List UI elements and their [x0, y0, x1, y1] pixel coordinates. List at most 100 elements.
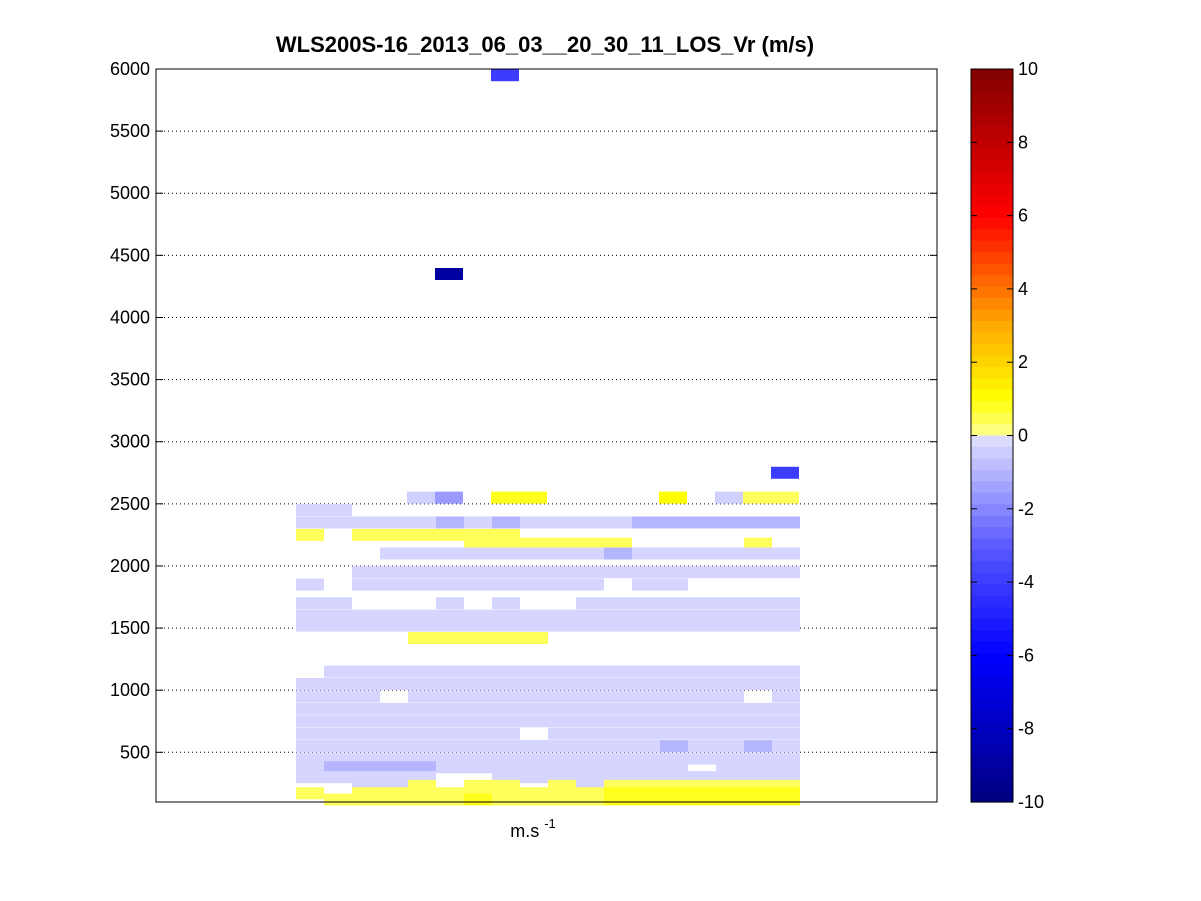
heatmap-cell [632, 665, 660, 678]
colorbar-tick-label: 10 [1018, 59, 1038, 79]
heatmap-cell [688, 609, 716, 622]
heatmap-cell [492, 715, 520, 728]
heatmap-cell [296, 715, 324, 728]
heatmap-cell [688, 516, 716, 529]
heatmap-cell [296, 578, 324, 591]
heatmap-cell [744, 677, 772, 690]
heatmap-cell [548, 761, 576, 774]
colorbar-swatch [971, 733, 1013, 746]
heatmap-cell [352, 677, 380, 690]
heatmap-cell [772, 665, 800, 678]
heatmap-cell [659, 491, 687, 504]
heatmap-cell [492, 619, 520, 632]
heatmap-cell [688, 793, 716, 806]
heatmap-cell [324, 619, 352, 632]
colorbar-swatch [971, 114, 1013, 127]
heatmap-cell [436, 516, 464, 529]
heatmap-cell [772, 619, 800, 632]
heatmap-cell [576, 677, 604, 690]
colorbar-swatch [971, 538, 1013, 551]
colorbar-swatch [971, 378, 1013, 391]
heatmap-cell [688, 727, 716, 740]
heatmap-cell [716, 761, 744, 774]
heatmap-cell [324, 690, 352, 703]
heatmap-cell [352, 516, 380, 529]
heatmap-cell [408, 609, 436, 622]
heatmap-cell [408, 761, 436, 774]
heatmap-cell [492, 665, 520, 678]
heatmap-cell [548, 619, 576, 632]
heatmap-cell [408, 578, 436, 591]
colorbar-tick-label: 2 [1018, 352, 1028, 372]
heatmap-cell [716, 597, 744, 610]
heatmap-cell [296, 761, 324, 774]
colorbar-swatch [971, 618, 1013, 631]
colorbar-tick-label: 8 [1018, 132, 1028, 152]
heatmap-cell [688, 597, 716, 610]
heatmap-cell [688, 665, 716, 678]
heatmap-cell [744, 566, 772, 579]
heatmap-cell [492, 740, 520, 753]
heatmap-cell [576, 597, 604, 610]
heatmap-cell [436, 597, 464, 610]
colorbar-swatch [971, 504, 1013, 517]
colorbar-swatch [971, 389, 1013, 402]
heatmap-cell [632, 727, 660, 740]
heatmap-cell [491, 491, 519, 504]
colorbar-swatch [971, 320, 1013, 334]
heatmap-cell [408, 702, 436, 715]
heatmap-cell [604, 566, 632, 579]
colorbar-tick-label: 4 [1018, 279, 1028, 299]
heatmap-cell [492, 609, 520, 622]
heatmap-cell [464, 537, 492, 550]
heatmap-cell [716, 715, 744, 728]
heatmap-cell [380, 566, 408, 579]
heatmap-cell [548, 702, 576, 715]
heatmap-cell [660, 578, 688, 591]
heatmap-cell [604, 740, 632, 753]
colorbar-swatch [971, 91, 1013, 104]
colorbar-swatch [971, 595, 1013, 608]
heatmap-cell [688, 740, 716, 753]
heatmap-cell [688, 702, 716, 715]
heatmap-cell [744, 793, 772, 806]
heatmap-cell [380, 715, 408, 728]
heatmap-cell [632, 566, 660, 579]
heatmap-cell [688, 619, 716, 632]
colorbar-swatch [971, 550, 1013, 563]
heatmap-cell [408, 690, 436, 703]
heatmap-cell [408, 547, 436, 560]
colorbar-swatch [971, 366, 1013, 379]
y-tick-label: 4500 [110, 245, 150, 265]
colorbar-swatch [971, 80, 1013, 93]
colorbar-swatch [971, 240, 1013, 253]
colorbar-swatch [971, 275, 1013, 288]
heatmap-cell [380, 609, 408, 622]
heatmap-cell [352, 665, 380, 678]
heatmap-cell [352, 702, 380, 715]
heatmap-cell [744, 715, 772, 728]
heatmap-cell [520, 771, 548, 784]
colorbar-swatch [971, 767, 1013, 780]
heatmap-cell [576, 537, 604, 550]
heatmap-cell [772, 516, 800, 529]
colorbar-swatch [971, 343, 1013, 356]
y-tick-label: 1000 [110, 680, 150, 700]
x-axis-label-base: m.s [510, 821, 539, 841]
heatmap-cell [660, 597, 688, 610]
colorbar-swatch [971, 527, 1013, 540]
heatmap-cell [296, 690, 324, 703]
colorbar-swatch [971, 263, 1013, 276]
heatmap-cell [548, 609, 576, 622]
heatmap-cell [324, 715, 352, 728]
heatmap-cell [464, 665, 492, 678]
heatmap-cell [324, 793, 352, 806]
heatmap-cell [296, 771, 324, 784]
colorbar-swatch [971, 401, 1013, 414]
heatmap-cell [380, 528, 408, 541]
heatmap-cell [660, 690, 688, 703]
heatmap-cell [380, 702, 408, 715]
colorbar-swatch [971, 469, 1013, 482]
heatmap-cell [604, 547, 632, 560]
